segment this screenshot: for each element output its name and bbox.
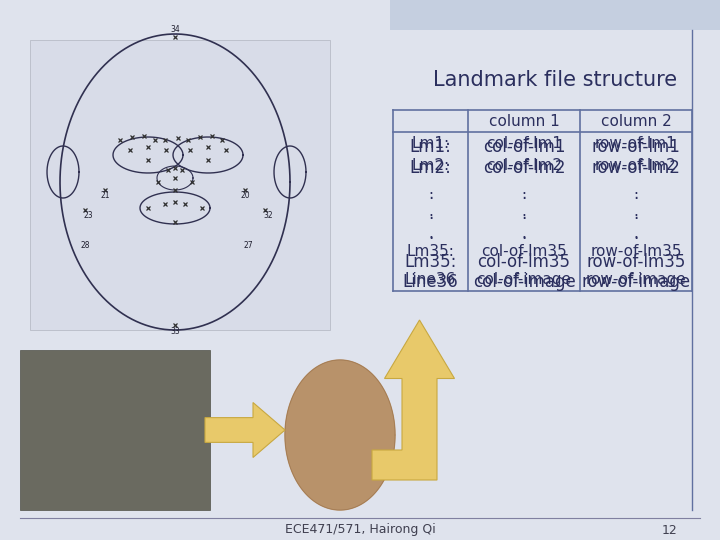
Text: col-of-lm1: col-of-lm1: [486, 137, 562, 152]
Text: row-of-image: row-of-image: [585, 272, 686, 287]
Text: row-of-lm35: row-of-lm35: [590, 244, 682, 259]
Text: Lm2:: Lm2:: [410, 159, 451, 177]
Text: Lm1:: Lm1:: [411, 137, 449, 152]
Polygon shape: [372, 320, 454, 480]
Text: column 1: column 1: [489, 113, 559, 129]
Text: Lm35:: Lm35:: [405, 253, 456, 271]
Text: 27: 27: [243, 241, 253, 251]
Text: .: .: [521, 226, 526, 240]
Text: .: .: [428, 185, 433, 203]
Text: .: .: [428, 225, 433, 243]
Text: col-of-lm2: col-of-lm2: [486, 159, 562, 173]
Text: row-of-lm2: row-of-lm2: [595, 159, 677, 173]
Text: col-of-image: col-of-image: [472, 273, 575, 291]
Text: 28: 28: [80, 241, 90, 251]
Text: .: .: [634, 204, 639, 219]
Text: ECE471/571, Hairong Qi: ECE471/571, Hairong Qi: [284, 523, 436, 537]
Text: .: .: [634, 225, 639, 243]
Text: .: .: [428, 183, 433, 198]
Text: col-of-lm35: col-of-lm35: [481, 244, 567, 259]
Polygon shape: [285, 360, 395, 510]
Text: .: .: [428, 204, 433, 219]
Text: .: .: [521, 205, 526, 223]
FancyBboxPatch shape: [20, 350, 210, 510]
Text: Lm1:: Lm1:: [410, 138, 451, 156]
Text: .: .: [428, 205, 433, 223]
Text: row-of-lm1: row-of-lm1: [595, 137, 677, 152]
Text: 34: 34: [170, 25, 180, 35]
Text: row-of-lm1: row-of-lm1: [592, 138, 680, 156]
Text: row-of-lm2: row-of-lm2: [592, 159, 680, 177]
FancyBboxPatch shape: [30, 40, 330, 330]
Text: 33: 33: [170, 327, 180, 336]
Text: 23: 23: [84, 212, 93, 220]
Text: column 2: column 2: [600, 113, 671, 129]
Text: .: .: [634, 183, 639, 198]
Text: 12: 12: [662, 523, 678, 537]
Text: row-of-image: row-of-image: [582, 273, 690, 291]
Text: 32: 32: [264, 212, 273, 220]
Text: .: .: [428, 226, 433, 240]
Text: .: .: [521, 204, 526, 219]
Text: col-of-lm35: col-of-lm35: [477, 253, 570, 271]
Text: Lm35:: Lm35:: [407, 244, 454, 259]
Text: col-of-lm2: col-of-lm2: [482, 159, 565, 177]
Text: Landmark file structure: Landmark file structure: [433, 70, 677, 90]
Text: .: .: [521, 225, 526, 243]
Text: col-of-image: col-of-image: [477, 272, 572, 287]
Text: col-of-lm1: col-of-lm1: [482, 138, 565, 156]
Text: .: .: [521, 183, 526, 198]
Text: 20: 20: [240, 192, 250, 200]
Text: row-of-lm35: row-of-lm35: [586, 253, 685, 271]
Text: Lm2:: Lm2:: [411, 159, 449, 173]
FancyBboxPatch shape: [390, 0, 720, 30]
Text: 21: 21: [100, 192, 109, 200]
Text: .: .: [634, 205, 639, 223]
Text: .: .: [634, 185, 639, 203]
Text: .: .: [521, 185, 526, 203]
Polygon shape: [205, 402, 285, 457]
Text: .: .: [634, 226, 639, 240]
Text: Line36: Line36: [402, 273, 459, 291]
Text: Line36: Line36: [405, 272, 456, 287]
